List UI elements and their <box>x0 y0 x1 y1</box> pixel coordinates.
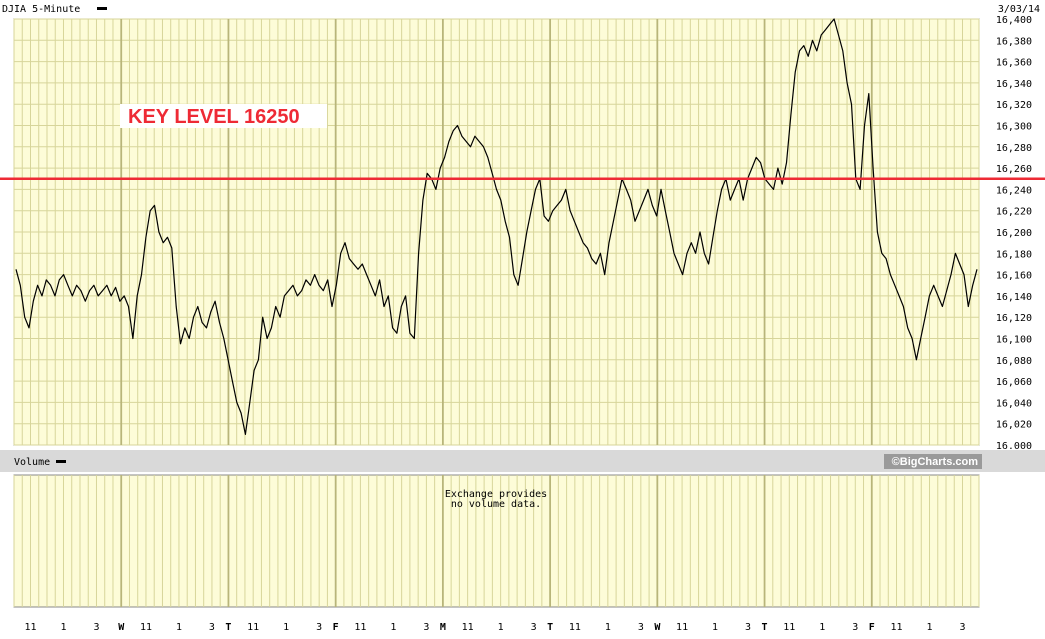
y-tick-label: 16,060 <box>996 377 1032 388</box>
credit-bg <box>884 454 982 469</box>
y-tick-label: 16,240 <box>996 185 1032 196</box>
x-tick-label: 1 <box>390 622 396 633</box>
x-day-label: F <box>333 622 339 633</box>
x-tick-label: 11 <box>783 622 795 633</box>
y-tick-label: 16,160 <box>996 271 1032 282</box>
volume-legend-swatch <box>56 460 66 463</box>
key-level-label: KEY LEVEL 16250 <box>128 106 300 128</box>
chart-date: 3/03/14 <box>998 4 1040 15</box>
y-tick-label: 16,200 <box>996 228 1032 239</box>
y-tick-label: 16,220 <box>996 207 1032 218</box>
x-tick-label: 1 <box>712 622 718 633</box>
x-tick-label: 11 <box>676 622 688 633</box>
y-tick-label: 16,040 <box>996 398 1032 409</box>
x-tick-label: 11 <box>140 622 152 633</box>
y-tick-label: 16,380 <box>996 36 1032 47</box>
credit: ©BigCharts.com <box>892 456 979 468</box>
y-tick-label: 16,260 <box>996 164 1032 175</box>
x-tick-label: 11 <box>890 622 902 633</box>
x-tick-label: 3 <box>959 622 965 633</box>
y-tick-label: 16,360 <box>996 58 1032 69</box>
volume-panel <box>13 474 980 608</box>
x-tick-label: 3 <box>638 622 644 633</box>
y-tick-label: 16,280 <box>996 143 1032 154</box>
price-line <box>15 18 978 435</box>
price-grid <box>13 18 980 446</box>
x-day-label: F <box>869 622 875 633</box>
x-tick-label: 3 <box>423 622 429 633</box>
y-tick-label: 16,400 <box>996 15 1032 26</box>
y-tick-label: 16,320 <box>996 100 1032 111</box>
volume-note-line-2: no volume data. <box>451 499 541 510</box>
x-tick-label: 3 <box>209 622 215 633</box>
x-tick-label: 1 <box>60 622 66 633</box>
header-bar <box>0 0 1045 16</box>
chart-title: DJIA 5-Minute <box>2 4 80 15</box>
x-day-label: W <box>118 622 125 633</box>
x-tick-label: 11 <box>462 622 474 633</box>
x-day-label: T <box>762 622 768 633</box>
volume-grid <box>13 475 980 607</box>
key-level-label-bg <box>120 104 327 128</box>
x-tick-label: 1 <box>176 622 182 633</box>
x-tick-label: 3 <box>852 622 858 633</box>
y-tick-label: 16,120 <box>996 313 1032 324</box>
y-tick-label: 16,000 <box>996 441 1032 452</box>
y-tick-label: 16,020 <box>996 420 1032 431</box>
x-tick-label: 1 <box>498 622 504 633</box>
x-tick-label: 3 <box>531 622 537 633</box>
volume-label: Volume <box>14 457 50 468</box>
x-tick-label: 1 <box>926 622 932 633</box>
y-tick-label: 16,100 <box>996 335 1032 346</box>
y-tick-label: 16,300 <box>996 122 1032 133</box>
x-tick-label: 1 <box>283 622 289 633</box>
x-tick-label: 11 <box>569 622 581 633</box>
x-day-label: T <box>225 622 231 633</box>
x-tick-label: 3 <box>316 622 322 633</box>
y-tick-label: 16,140 <box>996 292 1032 303</box>
x-tick-label: 11 <box>24 622 36 633</box>
y-tick-label: 16,080 <box>996 356 1032 367</box>
x-tick-label: 11 <box>247 622 259 633</box>
x-tick-label: 3 <box>745 622 751 633</box>
y-tick-label: 16,340 <box>996 79 1032 90</box>
volume-note-line-1: Exchange provides <box>445 489 547 500</box>
x-tick-label: 11 <box>354 622 366 633</box>
volume-header-band <box>0 450 1045 472</box>
x-tick-label: 3 <box>93 622 99 633</box>
y-tick-label: 16,180 <box>996 249 1032 260</box>
x-day-label: M <box>440 622 446 633</box>
x-tick-label: 1 <box>605 622 611 633</box>
y-axis-labels: 16,400 16,380 16,360 16,340 16,320 16,300 16,2… <box>996 15 1032 452</box>
x-day-label: T <box>547 622 553 633</box>
x-tick-label: 1 <box>819 622 825 633</box>
title-legend-swatch <box>97 7 107 10</box>
x-day-label: W <box>654 622 661 633</box>
x-axis-labels: 11 1 3 W 11 1 3 T 11 1 3 F 11 1 3 M 11 1 3 T 11 1 3 W 11 1 3 T 11 1 3 F… <box>24 622 965 633</box>
